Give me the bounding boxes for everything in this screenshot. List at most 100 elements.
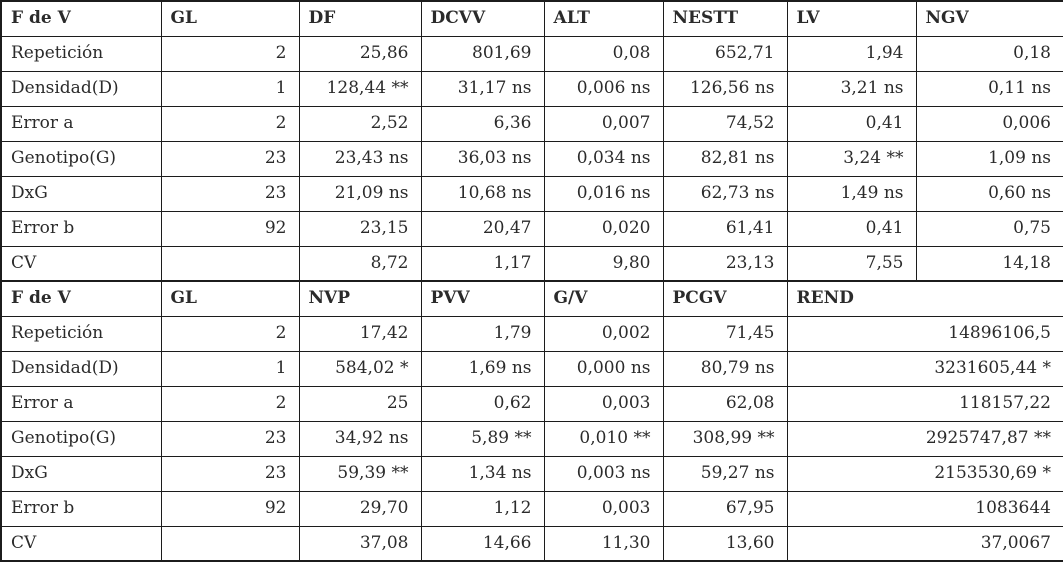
row-label-cell: Densidad(D) — [0, 70, 162, 107]
value-cell: 1,79 — [420, 315, 545, 352]
value-cell: 34,92 ns — [298, 420, 422, 457]
value-cell: 59,27 ns — [662, 455, 788, 492]
column-header-gl: GL — [160, 0, 300, 37]
table-row: Error a 2 2,52 6,36 0,007 74,52 0,41 0,006 — [0, 105, 1063, 142]
value-cell: 23,43 ns — [298, 140, 422, 177]
value-cell: 0,016 ns — [543, 175, 664, 212]
value-cell: 0,41 — [786, 105, 917, 142]
row-label-cell: Error a — [0, 385, 162, 422]
value-cell: 9,80 — [543, 245, 664, 282]
value-cell: 0,41 — [786, 210, 917, 247]
value-cell: 21,09 ns — [298, 175, 422, 212]
row-label-cell: Error b — [0, 210, 162, 247]
value-cell: 118157,22 — [786, 385, 1063, 422]
value-cell: 1,49 ns — [786, 175, 917, 212]
value-cell: 5,89 ** — [420, 420, 545, 457]
value-cell: 1 — [160, 350, 300, 387]
value-cell: 23 — [160, 175, 300, 212]
value-cell: 3231605,44 * — [786, 350, 1063, 387]
value-cell: 2,52 — [298, 105, 422, 142]
value-cell: 2 — [160, 105, 300, 142]
table-row: CV 37,08 14,66 11,30 13,60 37,0067 — [0, 525, 1063, 562]
value-cell: 0,006 — [915, 105, 1063, 142]
value-cell: 0,60 ns — [915, 175, 1063, 212]
value-cell: 2925747,87 ** — [786, 420, 1063, 457]
value-cell: 0,003 — [543, 490, 664, 527]
column-header-f-de-v: F de V — [0, 0, 162, 37]
table-row: CV 8,72 1,17 9,80 23,13 7,55 14,18 — [0, 245, 1063, 282]
column-header-nvp: NVP — [298, 280, 422, 317]
column-header-gl: GL — [160, 280, 300, 317]
row-label-cell: DxG — [0, 175, 162, 212]
column-header-df: DF — [298, 0, 422, 37]
value-cell: 0,000 ns — [543, 350, 664, 387]
value-cell: 0,010 ** — [543, 420, 664, 457]
value-cell: 0,62 — [420, 385, 545, 422]
value-cell: 25 — [298, 385, 422, 422]
table-row: Error b 92 29,70 1,12 0,003 67,95 1083644 — [0, 490, 1063, 527]
value-cell: 308,99 ** — [662, 420, 788, 457]
value-cell: 37,0067 — [786, 525, 1063, 562]
value-cell: 67,95 — [662, 490, 788, 527]
value-cell: 92 — [160, 490, 300, 527]
value-cell: 23 — [160, 420, 300, 457]
value-cell: 1,34 ns — [420, 455, 545, 492]
table-row: Densidad(D) 1 128,44 ** 31,17 ns 0,006 ns 126… — [0, 70, 1063, 107]
row-label-cell: Genotipo(G) — [0, 140, 162, 177]
column-header-g-v: G/V — [543, 280, 664, 317]
value-cell: 0,08 — [543, 35, 664, 72]
header-row-section-1: F de V GL DF DCVV ALT NESTT LV NGV — [0, 0, 1063, 37]
value-cell: 126,56 ns — [662, 70, 788, 107]
value-cell: 92 — [160, 210, 300, 247]
value-cell: 71,45 — [662, 315, 788, 352]
value-cell: 23,15 — [298, 210, 422, 247]
value-cell: 20,47 — [420, 210, 545, 247]
value-cell: 82,81 ns — [662, 140, 788, 177]
value-cell: 0,034 ns — [543, 140, 664, 177]
value-cell: 0,002 — [543, 315, 664, 352]
row-label-cell: Error b — [0, 490, 162, 527]
value-cell: 61,41 — [662, 210, 788, 247]
value-cell: 2 — [160, 315, 300, 352]
value-cell: 128,44 ** — [298, 70, 422, 107]
value-cell — [160, 525, 300, 562]
value-cell: 584,02 * — [298, 350, 422, 387]
column-header-ngv: NGV — [915, 0, 1063, 37]
table-row: Densidad(D) 1 584,02 * 1,69 ns 0,000 ns 80,79… — [0, 350, 1063, 387]
row-label-cell: Genotipo(G) — [0, 420, 162, 457]
value-cell: 2 — [160, 35, 300, 72]
column-header-lv: LV — [786, 0, 917, 37]
value-cell: 62,73 ns — [662, 175, 788, 212]
value-cell: 1,94 — [786, 35, 917, 72]
value-cell: 2153530,69 * — [786, 455, 1063, 492]
row-label-cell: Repetición — [0, 315, 162, 352]
value-cell: 1,69 ns — [420, 350, 545, 387]
value-cell: 74,52 — [662, 105, 788, 142]
value-cell: 17,42 — [298, 315, 422, 352]
value-cell: 23 — [160, 455, 300, 492]
header-row-section-2: F de V GL NVP PVV G/V PCGV REND — [0, 280, 1063, 317]
value-cell: 0,11 ns — [915, 70, 1063, 107]
value-cell: 7,55 — [786, 245, 917, 282]
row-label-cell: CV — [0, 245, 162, 282]
value-cell: 1083644 — [786, 490, 1063, 527]
value-cell: 14,66 — [420, 525, 545, 562]
table-row: Genotipo(G) 23 23,43 ns 36,03 ns 0,034 ns 82,… — [0, 140, 1063, 177]
row-label-cell: Densidad(D) — [0, 350, 162, 387]
value-cell: 6,36 — [420, 105, 545, 142]
column-header-pvv: PVV — [420, 280, 545, 317]
value-cell: 8,72 — [298, 245, 422, 282]
value-cell: 36,03 ns — [420, 140, 545, 177]
value-cell: 2 — [160, 385, 300, 422]
value-cell: 11,30 — [543, 525, 664, 562]
value-cell: 13,60 — [662, 525, 788, 562]
column-header-rend: REND — [786, 280, 1063, 317]
table-row: Genotipo(G) 23 34,92 ns 5,89 ** 0,010 ** 308,… — [0, 420, 1063, 457]
value-cell: 801,69 — [420, 35, 545, 72]
value-cell: 0,007 — [543, 105, 664, 142]
value-cell: 0,003 ns — [543, 455, 664, 492]
value-cell: 652,71 — [662, 35, 788, 72]
column-header-f-de-v: F de V — [0, 280, 162, 317]
